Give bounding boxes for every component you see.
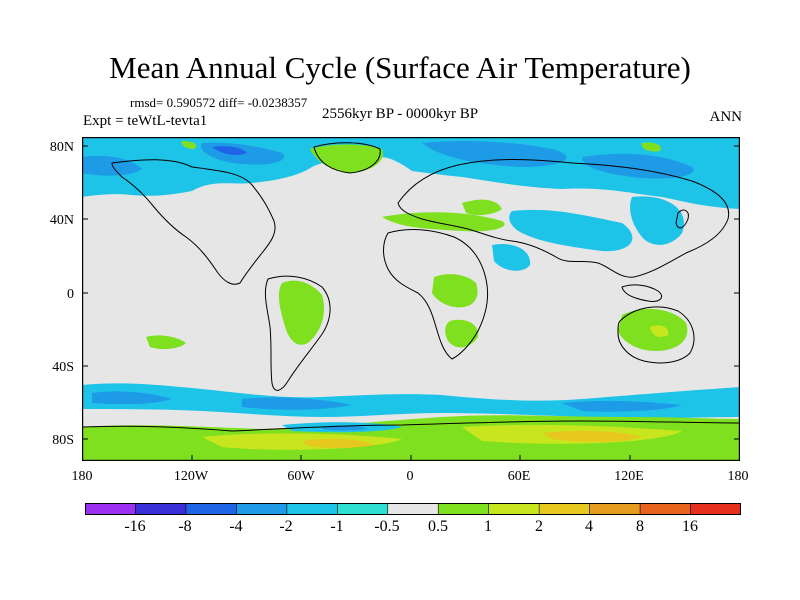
arctic-cool-patch-4 [82, 155, 142, 176]
colorbar-label-7: 0.5 [428, 518, 448, 535]
australia-warm-core [650, 325, 669, 337]
colorbar [85, 503, 741, 515]
lat-label-80n: 80N [49, 140, 74, 155]
colorbar-box-5 [286, 503, 339, 515]
colorbar-box-4 [236, 503, 288, 515]
colorbar-box-8 [437, 503, 490, 515]
arctic-cool-patch-3 [582, 153, 694, 179]
colorbar-frame [85, 503, 741, 515]
coastline-eurasia [397, 159, 730, 278]
arctic-cool-patch-2 [422, 141, 567, 167]
lat-label-80s: 80S [52, 433, 74, 448]
lon-label-0: 0 [406, 469, 414, 484]
colorbar-box-12 [639, 503, 692, 515]
colorbar-label-8: 1 [484, 518, 492, 535]
lat-label-eq: 0 [67, 287, 74, 302]
colorbar-box-1 [85, 503, 137, 515]
colorbar-label-3: -4 [229, 518, 243, 535]
colorbar-label-2: -8 [178, 518, 192, 535]
arctic-cool-patch-5 [212, 146, 247, 155]
season-label: ANN [709, 109, 743, 125]
lon-label-180w: 180 [71, 469, 93, 484]
colorbar-label-10: 4 [585, 518, 593, 535]
coastline-south-america [264, 275, 331, 391]
siberia-warm-area [382, 212, 505, 232]
antarctica-warm-core-3 [542, 430, 642, 442]
coastlines [82, 142, 740, 432]
colorbar-label-1: -16 [124, 518, 146, 535]
central-asia-warm [462, 199, 502, 216]
colorbar-label-5: -1 [330, 518, 344, 535]
southern-africa-warm [445, 319, 479, 348]
lon-label-60w: 60W [287, 469, 315, 484]
southern-ocean-cool-core-2 [242, 397, 352, 410]
coastline-japan [675, 209, 689, 229]
coastline-africa [383, 229, 489, 360]
period-label: 2556kyr BP - 0000kyr BP [321, 106, 479, 122]
south-america-warm [278, 280, 325, 345]
colorbar-box-2 [135, 503, 187, 515]
southern-ocean-cool-core-1 [92, 391, 172, 405]
colorbar-box-6 [337, 503, 389, 515]
coastline-antarctica [82, 420, 740, 432]
antarctica-warm-core-4 [302, 438, 374, 448]
coastline-australia [617, 306, 695, 364]
colorbar-box-11 [589, 503, 641, 515]
africa-warm [432, 274, 478, 308]
colorbar-label-11: 8 [636, 518, 644, 535]
southern-ocean-cool-band [82, 383, 740, 419]
colorbar-box-13 [690, 503, 741, 515]
middle-east-cool-area [492, 243, 531, 271]
southern-ocean-cool-core-3 [562, 400, 682, 412]
colorbar-box-7 [387, 503, 440, 515]
colorbar-label-4: -2 [279, 518, 293, 535]
lon-label-180e: 180 [727, 469, 749, 484]
lon-label-120e: 120E [614, 469, 644, 484]
coastline-north-america [111, 159, 276, 285]
asia-cool-area [509, 209, 633, 252]
siberia-warm-patch [641, 142, 661, 152]
east-asia-cool-area [630, 196, 684, 245]
coastline-greenland [313, 142, 381, 174]
lon-label-60e: 60E [507, 469, 531, 484]
colorbar-label-12: 16 [682, 518, 698, 535]
colorbar-label-6: -0.5 [374, 518, 400, 535]
lat-label-40n: 40N [49, 213, 74, 228]
south-pacific-warm [146, 335, 186, 350]
colorbar-box-10 [538, 503, 591, 515]
coastline-indonesia [621, 284, 663, 302]
colorbar-label-9: 2 [535, 518, 543, 535]
stats-label: rmsd= 0.590572 diff= -0.0238357 [130, 95, 308, 110]
page-title: Mean Annual Cycle (Surface Air Temperatu… [109, 50, 691, 85]
arctic-warm-patch [181, 141, 197, 149]
experiment-label: Expt = teWtL-tevta1 [83, 113, 208, 129]
lon-label-120w: 120W [173, 469, 209, 484]
colorbar-box-3 [185, 503, 238, 515]
lat-label-40s: 40S [52, 360, 74, 375]
colorbar-box-9 [488, 503, 540, 515]
temperature-anomaly-map [82, 137, 740, 461]
map-ticks [82, 145, 740, 461]
